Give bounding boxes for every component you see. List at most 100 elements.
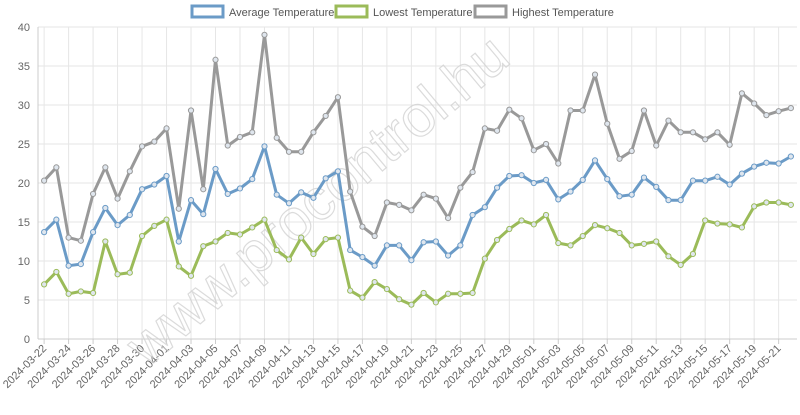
legend-swatch	[473, 4, 508, 19]
data-point	[579, 232, 586, 240]
data-point	[396, 296, 403, 303]
data-point	[163, 125, 170, 132]
data-point	[408, 207, 415, 214]
data-point	[187, 272, 195, 279]
data-point	[249, 224, 256, 231]
data-point	[77, 237, 84, 244]
data-point	[702, 136, 709, 143]
legend-item[interactable]: Lowest Temperature	[334, 4, 472, 19]
data-point	[151, 181, 158, 188]
data-point	[579, 107, 586, 114]
data-point	[751, 203, 758, 210]
data-point	[273, 246, 280, 254]
data-point	[567, 242, 574, 249]
data-point	[371, 262, 378, 269]
data-point	[334, 168, 342, 175]
data-point	[102, 238, 109, 245]
data-point	[285, 148, 293, 155]
data-point	[469, 168, 476, 176]
data-point	[555, 239, 562, 247]
data-point	[89, 190, 97, 198]
data-point	[359, 294, 366, 301]
data-point	[640, 107, 648, 114]
data-point	[677, 197, 684, 204]
data-point	[591, 71, 599, 78]
data-point	[530, 179, 537, 187]
data-point	[371, 232, 378, 240]
series-line	[43, 201, 792, 307]
data-point	[65, 262, 72, 269]
data-point	[298, 189, 305, 196]
data-point	[138, 232, 146, 240]
data-point	[53, 268, 60, 276]
data-point	[126, 211, 133, 219]
data-point	[383, 199, 390, 206]
data-point	[775, 108, 782, 115]
data-point	[175, 238, 182, 245]
data-point	[310, 194, 317, 201]
data-point	[126, 269, 133, 276]
data-point	[616, 229, 623, 237]
data-point	[359, 254, 366, 261]
data-point	[567, 107, 574, 114]
data-point	[591, 222, 599, 229]
data-point	[224, 190, 231, 198]
data-point	[53, 164, 60, 171]
data-point	[530, 221, 537, 228]
legend-item[interactable]: Average Temperature	[190, 4, 334, 19]
data-point	[640, 174, 648, 181]
data-point	[41, 229, 48, 236]
data-point	[187, 197, 195, 204]
data-point	[212, 238, 219, 245]
data-point	[542, 211, 550, 219]
data-point	[200, 186, 207, 193]
data-point	[726, 221, 733, 228]
data-point	[775, 199, 782, 206]
data-point	[359, 223, 366, 230]
data-point	[787, 153, 794, 160]
data-point	[285, 200, 293, 207]
legend-item[interactable]: Highest Temperature	[473, 4, 614, 19]
data-point	[126, 168, 133, 175]
data-point	[763, 112, 770, 119]
data-point	[420, 191, 427, 198]
data-point	[261, 31, 268, 38]
y-tick-label: 35	[18, 61, 30, 73]
data-point	[628, 147, 635, 155]
data-point	[579, 176, 586, 183]
data-point	[77, 288, 84, 295]
data-point	[249, 129, 256, 136]
data-point	[604, 225, 611, 232]
data-point	[163, 172, 170, 180]
series-line	[42, 33, 792, 243]
data-point	[432, 238, 439, 245]
data-point	[714, 129, 721, 136]
data-point	[224, 229, 231, 237]
legend-swatch	[190, 4, 225, 19]
data-point	[432, 195, 439, 202]
data-point	[445, 252, 452, 259]
data-point	[555, 196, 562, 203]
data-point	[763, 199, 770, 206]
data-point	[677, 129, 684, 136]
data-point	[481, 204, 488, 211]
data-point	[273, 191, 280, 198]
data-point	[102, 164, 109, 171]
data-point	[224, 142, 231, 149]
series-2	[41, 31, 794, 244]
data-point	[445, 215, 452, 222]
data-point	[65, 234, 72, 241]
data-point	[396, 242, 403, 249]
legend-label: Lowest Temperature	[373, 7, 472, 19]
data-point	[383, 242, 390, 249]
data-point	[518, 115, 525, 122]
data-point	[236, 231, 244, 238]
data-point	[298, 148, 305, 155]
data-point	[506, 225, 513, 233]
data-point	[493, 184, 501, 191]
y-tick-label: 10	[18, 256, 30, 268]
data-point	[334, 94, 342, 101]
data-point	[604, 120, 611, 127]
